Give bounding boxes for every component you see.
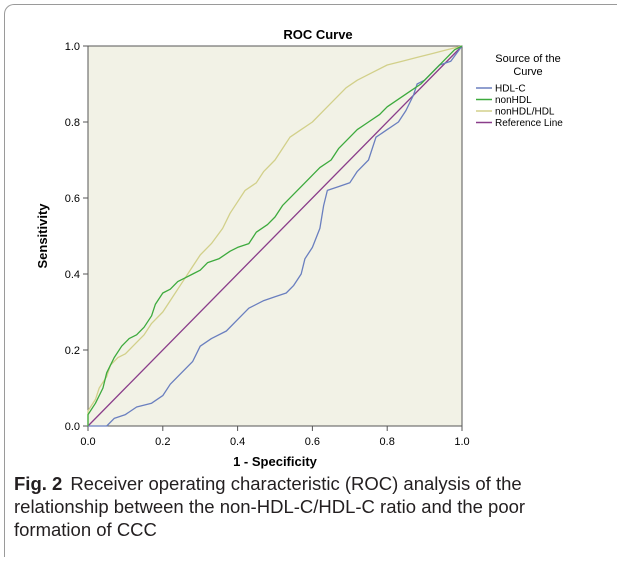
x-tick-label: 0.4 — [230, 436, 245, 448]
figure-frame — [4, 4, 617, 557]
caption-label: Fig. 2 — [14, 473, 63, 494]
y-axis-label: Sensitivity — [35, 203, 50, 269]
series-line-reference-line — [87, 45, 463, 427]
y-tick-label: 0.0 — [65, 421, 80, 433]
y-tick-label: 1.0 — [65, 41, 80, 53]
y-tick-label: 0.4 — [65, 269, 80, 281]
series-line-hdl-c — [88, 45, 463, 427]
caption-text: Receiver operating characteristic (ROC) … — [14, 473, 526, 540]
x-axis-label: 1 - Specificity — [233, 454, 318, 469]
legend-title-line-1: Source of the — [495, 53, 560, 65]
legend-label-nonhdl: nonHDL — [495, 95, 532, 106]
roc-chart: ROC Curve 1 - Specificity Sensitivity 0.… — [35, 27, 563, 469]
chart-title: ROC Curve — [283, 27, 352, 42]
axis-ticks: 0.0 0.2 0.4 0.6 0.8 1.0 0.0 0.2 0.4 0.6 0.8 1.0 — [65, 41, 470, 448]
x-tick-label: 0.0 — [80, 436, 95, 448]
series-line-nonhdl-hdl — [87, 45, 463, 426]
series-layer — [87, 45, 463, 427]
x-tick-label: 0.8 — [380, 436, 395, 448]
legend-label-hdl-c: HDL-C — [495, 84, 526, 95]
x-tick-label: 0.6 — [305, 436, 320, 448]
legend-title-line-2: Curve — [513, 66, 542, 78]
y-tick-label: 0.8 — [65, 117, 80, 129]
legend-label-reference-line: Reference Line — [495, 118, 563, 129]
legend: Source of the Curve HDL-CnonHDLnonHDL/HD… — [476, 53, 563, 129]
y-tick-label: 0.2 — [65, 345, 80, 357]
legend-label-nonhdl-hdl: nonHDL/HDL — [495, 107, 555, 118]
series-line-nonhdl — [87, 45, 463, 426]
y-tick-label: 0.6 — [65, 193, 80, 205]
figure-caption: Fig. 2 Receiver operating characteristic … — [14, 472, 574, 541]
x-tick-label: 0.2 — [155, 436, 170, 448]
x-tick-label: 1.0 — [454, 436, 469, 448]
